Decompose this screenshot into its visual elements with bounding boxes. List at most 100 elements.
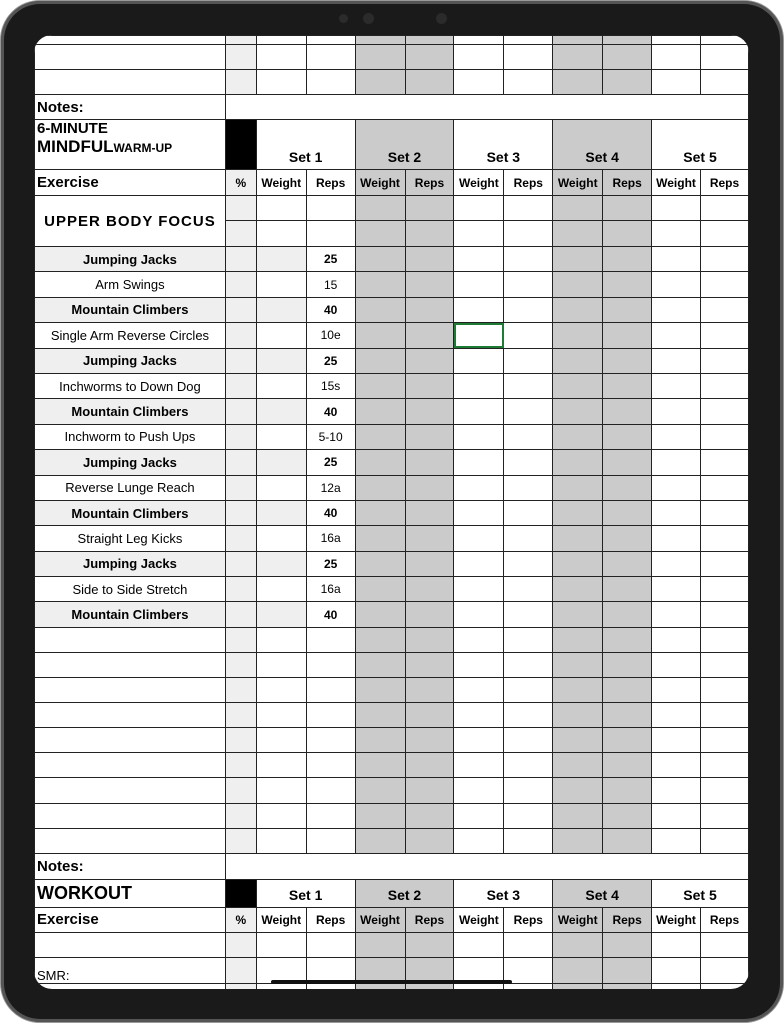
reps-cell[interactable] xyxy=(503,702,554,729)
reps-cell[interactable] xyxy=(503,474,554,501)
reps-cell[interactable] xyxy=(404,777,455,804)
percent-cell[interactable] xyxy=(224,525,257,552)
weight-cell[interactable] xyxy=(552,727,604,754)
cell[interactable] xyxy=(503,220,554,247)
weight-cell[interactable] xyxy=(651,931,702,958)
weight-cell[interactable] xyxy=(651,727,702,754)
reps-cell[interactable] xyxy=(404,398,455,425)
weight-cell[interactable] xyxy=(651,651,702,679)
weight-cell[interactable] xyxy=(552,550,604,578)
set-4-header[interactable]: Set 4 xyxy=(552,119,653,170)
weight-cell[interactable] xyxy=(255,322,307,349)
reps-cell[interactable] xyxy=(700,777,749,804)
reps-cell[interactable] xyxy=(503,982,554,989)
exercise-cell[interactable] xyxy=(34,626,226,653)
cell[interactable] xyxy=(453,195,505,221)
weight-cell[interactable] xyxy=(453,931,505,958)
weight-cell[interactable] xyxy=(354,271,406,298)
percent-cell[interactable] xyxy=(224,245,257,273)
weight-cell[interactable] xyxy=(651,827,702,854)
reps-cell[interactable] xyxy=(602,322,653,349)
weight-cell[interactable] xyxy=(651,956,702,984)
percent-cell[interactable] xyxy=(224,702,257,729)
exercise-cell[interactable] xyxy=(34,69,226,95)
weight-cell[interactable] xyxy=(651,982,702,989)
weight-cell[interactable] xyxy=(255,423,307,451)
reps-cell[interactable] xyxy=(503,802,554,829)
weight-cell[interactable] xyxy=(552,449,604,476)
percent-cell[interactable] xyxy=(224,372,257,400)
reps-cell[interactable] xyxy=(602,449,653,476)
weight-cell[interactable] xyxy=(651,474,702,501)
reps-cell[interactable] xyxy=(305,35,356,45)
weight-header[interactable]: Weight xyxy=(453,169,505,196)
reps-cell[interactable] xyxy=(602,499,653,527)
cell[interactable] xyxy=(453,220,505,247)
reps-cell[interactable] xyxy=(700,245,749,273)
reps-cell[interactable] xyxy=(503,499,554,527)
reps-cell[interactable]: 5-10 xyxy=(305,423,356,451)
weight-cell[interactable] xyxy=(354,372,406,400)
weight-cell[interactable] xyxy=(354,827,406,854)
exercise-name[interactable]: Jumping Jacks xyxy=(34,347,226,374)
weight-cell[interactable] xyxy=(651,398,702,425)
weight-cell[interactable] xyxy=(354,601,406,628)
set-4-header[interactable]: Set 4 xyxy=(552,878,653,908)
reps-cell[interactable] xyxy=(503,69,554,95)
reps-cell[interactable] xyxy=(305,827,356,854)
weight-cell[interactable] xyxy=(354,398,406,425)
weight-cell[interactable] xyxy=(651,322,702,349)
weight-header[interactable]: Weight xyxy=(552,169,604,196)
reps-cell[interactable] xyxy=(700,931,749,958)
reps-header[interactable]: Reps xyxy=(305,906,356,933)
exercise-name[interactable]: Jumping Jacks xyxy=(34,449,226,476)
percent-cell[interactable] xyxy=(224,550,257,578)
weight-cell[interactable] xyxy=(453,525,505,552)
reps-cell[interactable] xyxy=(602,296,653,324)
reps-cell[interactable] xyxy=(602,423,653,451)
reps-cell[interactable] xyxy=(404,44,455,70)
reps-cell[interactable] xyxy=(404,727,455,754)
reps-cell[interactable] xyxy=(503,449,554,476)
reps-cell[interactable] xyxy=(404,677,455,704)
reps-cell[interactable] xyxy=(404,982,455,989)
weight-cell[interactable] xyxy=(453,677,505,704)
cell[interactable] xyxy=(255,195,307,221)
reps-cell[interactable] xyxy=(602,69,653,95)
reps-cell[interactable] xyxy=(503,727,554,754)
weight-cell[interactable] xyxy=(552,372,604,400)
weight-cell[interactable] xyxy=(552,245,604,273)
reps-cell[interactable] xyxy=(700,677,749,704)
reps-cell[interactable] xyxy=(602,601,653,628)
percent-header[interactable]: % xyxy=(224,906,257,933)
weight-cell[interactable] xyxy=(552,677,604,704)
weight-cell[interactable] xyxy=(354,44,406,70)
section-title[interactable]: WORKOUT xyxy=(34,878,226,908)
weight-cell[interactable] xyxy=(552,398,604,425)
reps-cell[interactable] xyxy=(503,777,554,804)
reps-cell[interactable] xyxy=(404,69,455,95)
weight-cell[interactable] xyxy=(453,398,505,425)
cell[interactable] xyxy=(404,195,455,221)
weight-cell[interactable] xyxy=(453,347,505,374)
reps-cell[interactable] xyxy=(404,271,455,298)
reps-cell[interactable]: 40 xyxy=(305,296,356,324)
weight-cell[interactable] xyxy=(453,322,505,349)
percent-cell[interactable] xyxy=(224,626,257,653)
percent-cell[interactable] xyxy=(224,35,257,45)
reps-cell[interactable]: 25 xyxy=(305,245,356,273)
reps-cell[interactable] xyxy=(700,626,749,653)
weight-cell[interactable] xyxy=(651,296,702,324)
percent-cell[interactable] xyxy=(224,931,257,958)
percent-cell[interactable] xyxy=(224,956,257,984)
reps-cell[interactable] xyxy=(602,271,653,298)
set-1-header[interactable]: Set 1 xyxy=(255,878,356,908)
reps-cell[interactable] xyxy=(602,35,653,45)
reps-cell[interactable] xyxy=(404,322,455,349)
exercise-name[interactable]: Jumping Jacks xyxy=(34,550,226,578)
reps-cell[interactable] xyxy=(700,982,749,989)
exercise-name[interactable]: Single Arm Reverse Circles xyxy=(34,322,226,349)
exercise-name[interactable]: Jumping Jacks xyxy=(34,245,226,273)
percent-cell[interactable] xyxy=(224,576,257,603)
weight-cell[interactable] xyxy=(651,601,702,628)
